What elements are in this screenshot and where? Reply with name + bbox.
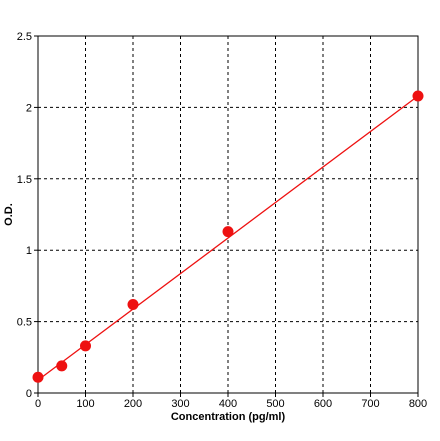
data-point [222,226,234,238]
x-tick-label: 600 [314,398,332,410]
x-tick-label: 100 [76,398,94,410]
data-point [80,340,91,352]
data-points [32,90,424,383]
y-tick-label: 0.5 [17,317,32,329]
x-tick-label: 400 [219,398,237,410]
data-point [412,90,424,102]
data-point [127,298,139,310]
data-point [56,360,68,372]
y-tick-label: 2 [26,102,32,114]
y-tick-label: 0 [26,388,32,400]
x-tick-label: 700 [361,398,379,410]
x-tick-label: 800 [409,398,427,410]
x-axis-title: Concentration (pg/ml) [171,411,286,423]
axis-ticks: 0 100 200 300 400 500 600 700 800 0 0.5 1 1.5 2 2.5 [17,31,427,410]
data-point [32,371,44,383]
grid-lines [38,36,418,393]
x-tick-label: 300 [171,398,189,410]
plot-frame [37,35,419,394]
y-tick-label: 1 [26,245,32,257]
x-tick-label: 200 [124,398,142,410]
y-axis-title: O.D. [3,203,15,226]
x-tick-label: 500 [266,398,284,410]
y-tick-label: 1.5 [17,174,32,186]
y-tick-label: 2.5 [17,31,32,43]
x-tick-label: 0 [35,398,41,410]
fit-line [37,95,419,381]
